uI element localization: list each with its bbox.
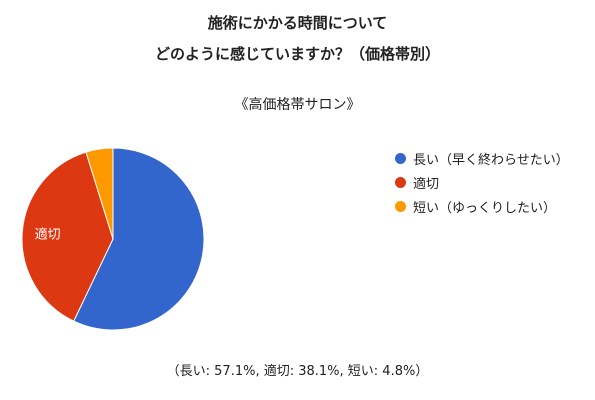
pie-slice-label-appropriate: 適切 bbox=[35, 226, 61, 242]
chart-subtitle: 《高価格帯サロン》 bbox=[234, 97, 361, 113]
legend-marker-long bbox=[395, 152, 406, 164]
pie-slice-short bbox=[85, 147, 114, 240]
pie-slice-long bbox=[73, 147, 205, 331]
legend-label-short: 短い（ゆっくりしたい） bbox=[413, 200, 557, 216]
chart-footer-values: （長い: 57.1%, 適切: 38.1%, 短い: 4.8%） bbox=[166, 364, 429, 379]
legend-item-short: 短い（ゆっくりしたい） bbox=[395, 194, 569, 218]
chart-title-line-1: 施術にかかる時間について bbox=[207, 14, 388, 32]
legend-item-long: 長い（早く終わらせたい） bbox=[395, 146, 569, 170]
legend-marker-appropriate bbox=[395, 176, 406, 188]
legend-item-appropriate: 適切 bbox=[395, 170, 569, 194]
legend-label-appropriate: 適切 bbox=[413, 176, 440, 192]
legend-label-long: 長い（早く終わらせたい） bbox=[413, 152, 569, 168]
chart-legend: 長い（早く終わらせたい） 適切 短い（ゆっくりしたい） bbox=[395, 146, 569, 218]
pie-slice-appropriate bbox=[21, 151, 114, 322]
chart-title-line-2: どのように感じていますか？（価格帯別） bbox=[154, 45, 440, 63]
legend-marker-short bbox=[395, 200, 406, 212]
